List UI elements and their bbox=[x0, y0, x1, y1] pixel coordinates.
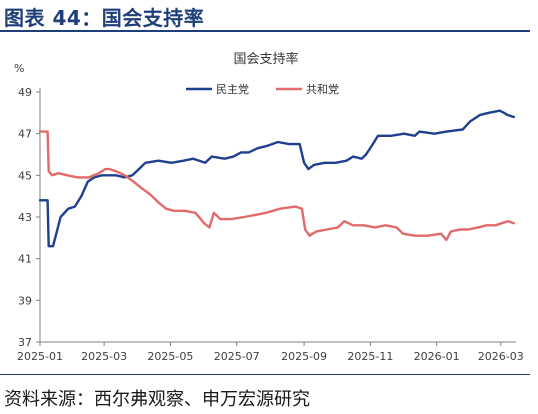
legend-label: 民主党 bbox=[216, 83, 249, 96]
x-tick-label: 2025-05 bbox=[147, 350, 193, 363]
chart-title: 国会支持率 bbox=[233, 51, 298, 67]
title-rule bbox=[0, 30, 530, 32]
legend-label: 共和党 bbox=[306, 83, 339, 96]
legend: 民主党 共和党 bbox=[186, 83, 339, 96]
x-tick-label: 2026-03 bbox=[478, 350, 524, 363]
x-tick-label: 2025-11 bbox=[347, 350, 393, 363]
x-tick-label: 2025-03 bbox=[81, 350, 127, 363]
y-axis-unit: % bbox=[14, 62, 24, 75]
x-tick-label: 2025-09 bbox=[281, 350, 327, 363]
figure-title: 图表 44：国会支持率 bbox=[4, 6, 205, 30]
series-line-republican bbox=[38, 130, 515, 242]
series-line-democrat bbox=[38, 109, 515, 248]
y-tick-label: 45 bbox=[18, 169, 32, 182]
y-tick-label: 47 bbox=[18, 128, 32, 141]
y-tick-label: 39 bbox=[18, 294, 32, 307]
source-note: 资料来源：西尔弗观察、申万宏源研究 bbox=[4, 389, 310, 410]
x-tick-label: 2026-01 bbox=[414, 350, 460, 363]
y-tick-label: 41 bbox=[18, 253, 32, 266]
y-tick-label: 37 bbox=[18, 336, 32, 349]
series-lines bbox=[38, 109, 515, 248]
source-rule bbox=[0, 374, 530, 375]
x-tick-label: 2025-01 bbox=[17, 350, 63, 363]
y-tick-label: 49 bbox=[18, 86, 32, 99]
x-tick-label: 2025-07 bbox=[214, 350, 260, 363]
y-tick-label: 43 bbox=[18, 211, 32, 224]
